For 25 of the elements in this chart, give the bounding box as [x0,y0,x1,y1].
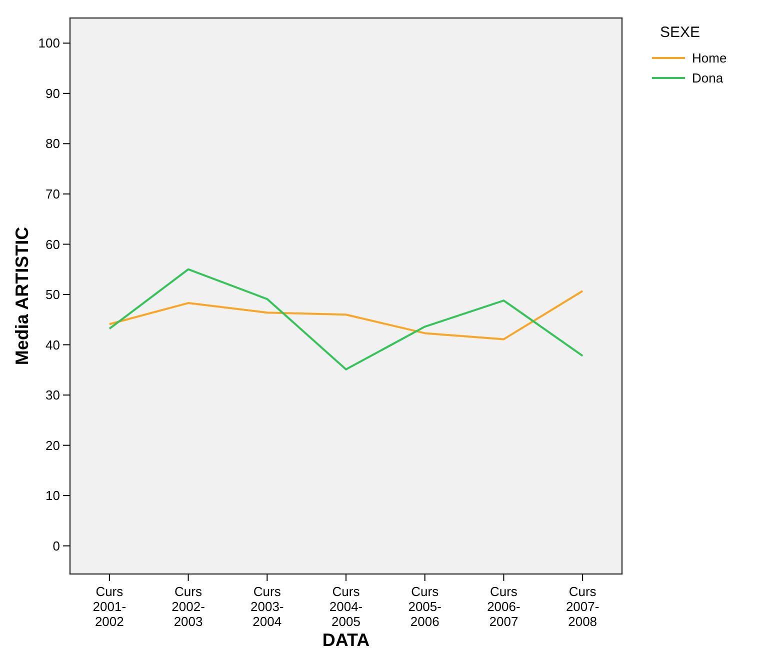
y-tick-label: 70 [46,186,60,202]
x-tick-label: Curs 2004- 2005 [329,584,363,629]
y-tick-label: 60 [46,236,60,252]
y-tick-label: 0 [52,538,60,554]
x-tick-label: Curs 2007- 2008 [566,584,600,629]
y-tick-label: 90 [46,86,60,101]
y-tick-label: 20 [46,438,60,453]
y-tick-label: 10 [46,488,60,504]
x-tick-label: Curs 2002- 2003 [172,584,205,629]
x-tick-label: Curs 2001- 2002 [92,584,126,629]
x-tick-label: Curs 2003- 2004 [250,584,284,629]
x-tick-label: Curs 2005- 2006 [408,584,442,629]
line-series [108,268,584,370]
y-axis-title: Media ARTISTIC [12,226,32,366]
y-tick-label: 30 [46,388,60,403]
y-tick-label: 40 [46,337,60,352]
y-tick-label: 80 [46,136,60,152]
x-tick-label: Curs 2006- 2007 [487,584,520,629]
y-tick-label: 100 [38,36,60,51]
legend-label: Home [692,50,727,66]
legend-title: SEXE [660,24,700,41]
y-tick-label: 50 [46,287,60,302]
x-axis-title: DATA [322,630,370,650]
legend-label: Dona [692,70,724,86]
line-series [108,290,584,340]
